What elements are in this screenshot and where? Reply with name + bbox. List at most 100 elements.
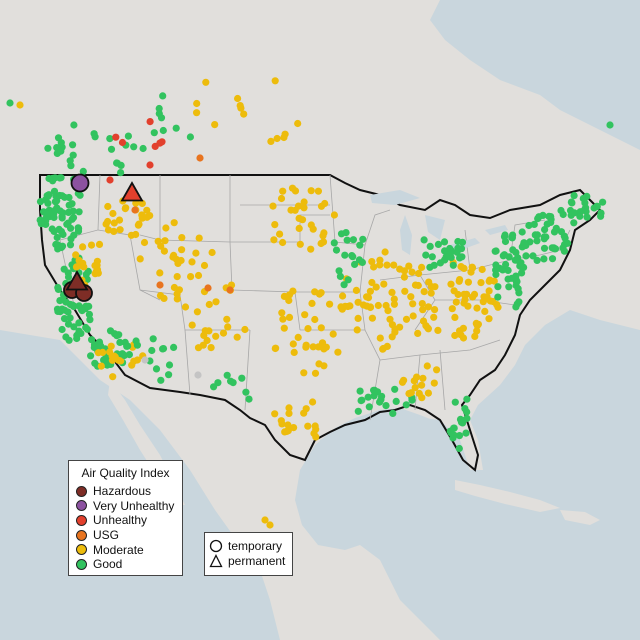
station-marker[interactable] [277, 417, 285, 425]
station-marker[interactable] [485, 315, 493, 323]
station-marker[interactable] [156, 269, 164, 277]
station-marker[interactable] [16, 101, 24, 109]
station-marker[interactable] [310, 429, 318, 437]
station-marker[interactable] [196, 154, 204, 162]
station-marker[interactable] [223, 371, 231, 379]
station-marker[interactable] [186, 133, 194, 141]
station-marker[interactable] [483, 293, 491, 301]
station-marker[interactable] [541, 226, 549, 234]
station-marker[interactable] [157, 376, 165, 384]
station-marker[interactable] [307, 245, 315, 253]
station-marker[interactable] [290, 424, 298, 432]
station-marker[interactable] [68, 301, 77, 309]
station-marker[interactable] [478, 265, 486, 274]
station-marker[interactable] [279, 315, 287, 323]
station-marker[interactable] [485, 287, 493, 295]
station-marker[interactable] [150, 129, 158, 137]
station-marker[interactable] [277, 194, 286, 203]
station-marker[interactable] [44, 144, 52, 152]
station-marker[interactable] [130, 143, 138, 151]
station-marker[interactable] [370, 263, 378, 271]
station-marker[interactable] [60, 315, 69, 323]
station-marker[interactable] [70, 323, 78, 331]
station-marker[interactable] [64, 208, 73, 216]
station-marker[interactable] [94, 349, 102, 357]
station-marker[interactable] [402, 401, 410, 409]
station-marker[interactable] [513, 277, 521, 286]
station-marker[interactable] [159, 126, 167, 135]
station-marker[interactable] [86, 316, 94, 324]
station-marker[interactable] [106, 176, 114, 184]
station-marker[interactable] [43, 192, 51, 200]
station-marker[interactable] [426, 242, 434, 250]
station-marker[interactable] [424, 325, 432, 333]
station-marker[interactable] [75, 208, 83, 216]
station-marker[interactable] [431, 283, 439, 291]
station-marker[interactable] [132, 337, 140, 345]
station-marker[interactable] [581, 199, 589, 207]
station-marker[interactable] [427, 289, 435, 297]
station-marker[interactable] [154, 237, 162, 245]
station-marker[interactable] [411, 384, 419, 392]
station-marker[interactable] [330, 211, 338, 219]
station-marker[interactable] [454, 290, 462, 299]
station-marker[interactable] [540, 255, 548, 263]
station-marker[interactable] [82, 323, 90, 332]
station-marker[interactable] [512, 248, 520, 257]
station-marker[interactable] [212, 298, 220, 306]
station-marker[interactable] [599, 198, 607, 206]
station-marker[interactable] [116, 338, 124, 346]
station-marker[interactable] [349, 253, 357, 261]
station-marker[interactable] [508, 234, 516, 242]
station-marker[interactable] [460, 290, 468, 298]
station-marker[interactable] [389, 409, 397, 417]
station-marker[interactable] [294, 119, 302, 128]
station-marker[interactable] [401, 287, 409, 295]
station-marker[interactable] [54, 134, 63, 142]
station-marker[interactable] [425, 278, 433, 286]
station-marker[interactable] [36, 198, 45, 206]
station-marker[interactable] [332, 246, 341, 254]
station-marker[interactable] [193, 99, 201, 108]
station-marker[interactable] [320, 362, 328, 370]
station-marker[interactable] [453, 248, 461, 256]
station-marker[interactable] [112, 133, 120, 141]
station-marker[interactable] [124, 342, 132, 350]
station-marker[interactable] [295, 214, 303, 222]
station-marker[interactable] [138, 199, 146, 207]
station-marker[interactable] [91, 262, 99, 270]
station-marker[interactable] [390, 295, 398, 303]
station-marker[interactable] [273, 134, 281, 143]
station-marker[interactable] [456, 254, 464, 262]
station-marker[interactable] [100, 356, 108, 364]
station-marker[interactable] [57, 228, 66, 236]
station-marker[interactable] [557, 206, 565, 215]
station-marker[interactable] [597, 212, 605, 220]
station-marker[interactable] [449, 261, 457, 269]
station-marker[interactable] [499, 266, 507, 274]
station-marker[interactable] [94, 269, 102, 277]
station-marker[interactable] [457, 263, 465, 271]
station-marker[interactable] [241, 325, 249, 334]
station-marker[interactable] [73, 331, 81, 339]
station-marker[interactable] [336, 272, 344, 280]
station-marker[interactable] [469, 293, 477, 301]
station-marker[interactable] [606, 121, 614, 129]
station-marker[interactable] [319, 232, 327, 240]
station-marker[interactable] [296, 240, 304, 248]
station-marker[interactable] [372, 283, 380, 291]
station-marker[interactable] [400, 267, 409, 275]
station-marker[interactable] [534, 215, 542, 223]
station-marker[interactable] [56, 207, 64, 215]
station-marker[interactable] [64, 273, 73, 281]
station-marker[interactable] [165, 371, 173, 379]
station-marker[interactable] [504, 266, 512, 274]
station-marker[interactable] [85, 310, 93, 318]
station-marker[interactable] [583, 213, 591, 221]
station-marker[interactable] [157, 114, 166, 122]
station-marker[interactable] [341, 302, 349, 310]
station-marker[interactable] [295, 224, 303, 232]
station-marker[interactable] [354, 314, 362, 322]
station-marker[interactable] [106, 135, 114, 143]
station-marker[interactable] [155, 104, 163, 113]
